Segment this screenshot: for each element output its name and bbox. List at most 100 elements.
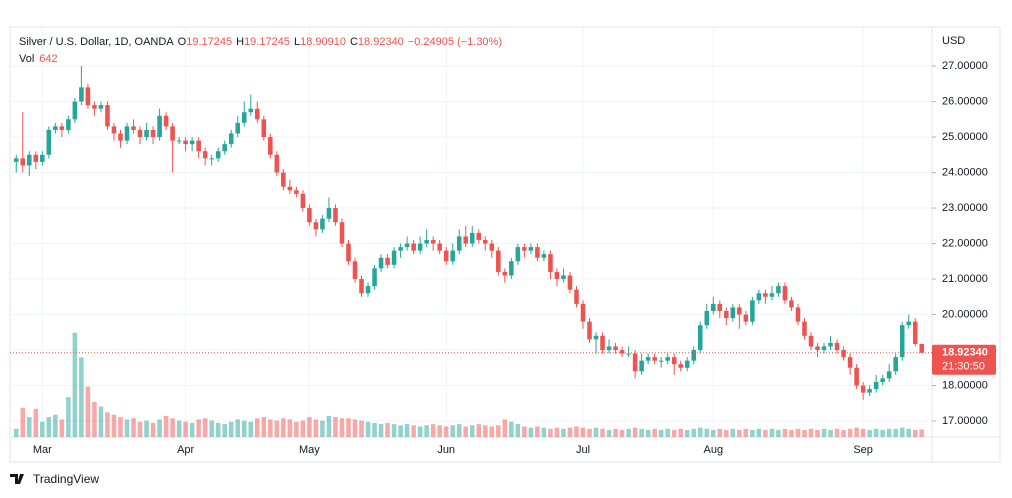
volume-bar xyxy=(795,428,801,437)
brand: TradingView xyxy=(33,472,99,486)
volume-bar xyxy=(548,428,553,437)
candle-body xyxy=(613,346,618,351)
volume-bar xyxy=(118,417,123,437)
volume-bar xyxy=(789,429,794,437)
candle-body xyxy=(372,268,377,287)
volume-bar xyxy=(554,427,560,437)
chart-frame xyxy=(9,26,1001,463)
candle-body xyxy=(359,279,364,294)
candle-body xyxy=(365,286,371,294)
countdown: 21:30:50 xyxy=(942,361,985,373)
volume-bar xyxy=(313,419,319,437)
volume-bar xyxy=(743,428,749,437)
candle-body xyxy=(124,126,130,141)
volume-bar xyxy=(645,429,651,437)
volume-bar xyxy=(228,421,234,437)
candle-body xyxy=(509,261,514,276)
volume-bar xyxy=(111,414,117,437)
volume-bar xyxy=(782,428,788,437)
legend-c: 18.92340 xyxy=(358,36,404,48)
volume-bar xyxy=(632,427,638,437)
volume-bar xyxy=(737,429,742,437)
candle-body xyxy=(587,321,592,340)
candle-body xyxy=(834,342,840,351)
volume-bar xyxy=(27,417,32,437)
candle-body xyxy=(53,126,58,130)
candle-body xyxy=(515,247,521,262)
volume-bar xyxy=(255,418,260,437)
volume-bar xyxy=(79,357,84,437)
candle-body xyxy=(307,208,312,223)
volume-bar xyxy=(202,418,208,437)
label-layer: 17.0000018.0000019.0000020.0000021.00000… xyxy=(10,36,996,456)
candle-body xyxy=(118,133,123,141)
candle-body xyxy=(854,367,859,386)
candle-body xyxy=(241,112,247,123)
x-tick-label: Mar xyxy=(33,444,52,456)
candle-body xyxy=(724,310,729,319)
candle-body xyxy=(548,254,553,272)
candle-body xyxy=(711,303,716,311)
volume-bar xyxy=(828,429,833,437)
candle-body xyxy=(157,115,162,138)
candle-body xyxy=(704,310,710,326)
logo: TradingView xyxy=(10,472,99,486)
x-tick-label: Jul xyxy=(576,444,590,456)
candle-body xyxy=(541,254,547,258)
volume-bar xyxy=(684,429,690,437)
candle-body xyxy=(795,307,801,322)
volume-bar xyxy=(430,424,436,437)
volume-bar xyxy=(476,424,482,437)
volume-bar xyxy=(912,429,918,437)
volume-bar xyxy=(92,401,97,437)
logo-icon xyxy=(10,474,24,484)
candle-body xyxy=(59,126,65,130)
volume-bar xyxy=(281,418,286,437)
candle-body xyxy=(600,335,605,351)
volume-bar xyxy=(515,424,521,437)
candle-body xyxy=(828,342,833,347)
candle-body xyxy=(281,172,286,187)
volume-bar xyxy=(209,420,214,437)
volume-bar xyxy=(333,417,338,437)
volume-bar xyxy=(13,428,19,437)
volume-bar xyxy=(170,418,175,437)
axis-unit: USD xyxy=(942,35,965,47)
candle-body xyxy=(450,250,455,262)
volume-bar xyxy=(268,419,273,437)
volume-bar xyxy=(808,428,814,437)
candle-body xyxy=(424,239,429,244)
candle-body xyxy=(209,158,214,160)
volume-bar xyxy=(724,429,729,437)
volume-bar xyxy=(606,429,612,437)
candle-body xyxy=(730,307,736,319)
volume-bar xyxy=(339,418,345,437)
volume-bar xyxy=(665,428,670,437)
volume-bar xyxy=(906,428,911,437)
candle-body xyxy=(456,236,462,251)
candle-layer xyxy=(13,66,925,400)
candle-body xyxy=(821,346,827,351)
y-tick-label: 17.00000 xyxy=(942,415,988,427)
legend-l-label: L xyxy=(294,36,300,48)
candle-body xyxy=(737,307,742,315)
candle-body xyxy=(196,140,201,152)
x-tick-label: Aug xyxy=(703,444,723,456)
candle-body xyxy=(137,129,143,138)
y-tick-label: 20.00000 xyxy=(942,308,988,320)
candle-body xyxy=(339,222,345,244)
volume-bar xyxy=(522,426,527,437)
candle-body xyxy=(789,300,794,308)
candle-body xyxy=(782,286,788,301)
candle-body xyxy=(535,247,540,258)
volume-bar xyxy=(404,424,410,437)
candle-body xyxy=(561,275,566,280)
y-tick-label: 25.00000 xyxy=(942,131,988,143)
legend-c-label: C xyxy=(350,36,358,48)
candle-body xyxy=(189,140,195,145)
candle-body xyxy=(228,133,234,145)
volume-bar xyxy=(320,420,325,437)
volume-bar xyxy=(691,428,697,437)
candle-body xyxy=(85,87,91,106)
volume-bar xyxy=(456,424,462,437)
